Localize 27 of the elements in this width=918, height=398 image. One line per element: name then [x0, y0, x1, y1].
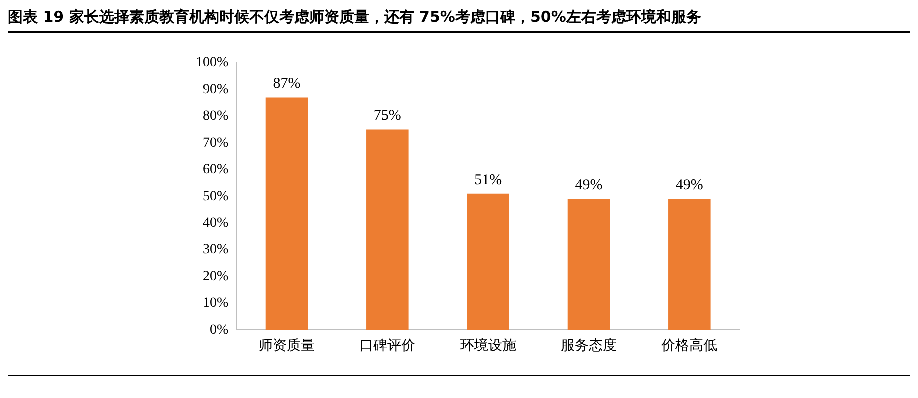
data-label: 51% — [474, 172, 502, 188]
x-tick-label: 环境设施 — [460, 338, 516, 354]
bar — [568, 199, 610, 330]
y-tick-label: 70% — [202, 136, 229, 151]
bar — [668, 199, 711, 330]
y-tick-label: 90% — [202, 82, 229, 98]
x-tick-label: 师资质量 — [258, 338, 315, 354]
y-tick-label: 50% — [202, 189, 229, 204]
data-label: 75% — [374, 108, 402, 124]
bar — [366, 130, 409, 330]
y-tick-label: 100% — [196, 56, 229, 71]
y-tick-label: 80% — [202, 109, 229, 124]
data-label: 49% — [575, 178, 603, 194]
x-tick-label: 价格高低 — [660, 338, 718, 354]
x-tick-label: 服务态度 — [561, 338, 617, 354]
y-tick-label: 30% — [202, 242, 229, 258]
y-tick-label: 10% — [202, 296, 229, 312]
bar — [467, 194, 510, 330]
bar — [266, 98, 308, 330]
data-label: 49% — [676, 178, 704, 194]
x-tick-label: 口碑评价 — [360, 338, 416, 354]
y-tick-label: 40% — [202, 216, 229, 231]
y-tick-label: 60% — [202, 162, 229, 178]
y-tick-label: 20% — [202, 269, 229, 284]
data-label: 87% — [273, 76, 301, 92]
chart-title: 图表 19 家长选择素质教育机构时候不仅考虑师资质量，还有 75%考虑口碑，50%左右考虑环境和服务 — [8, 8, 910, 33]
y-tick-label: 0% — [210, 322, 229, 338]
